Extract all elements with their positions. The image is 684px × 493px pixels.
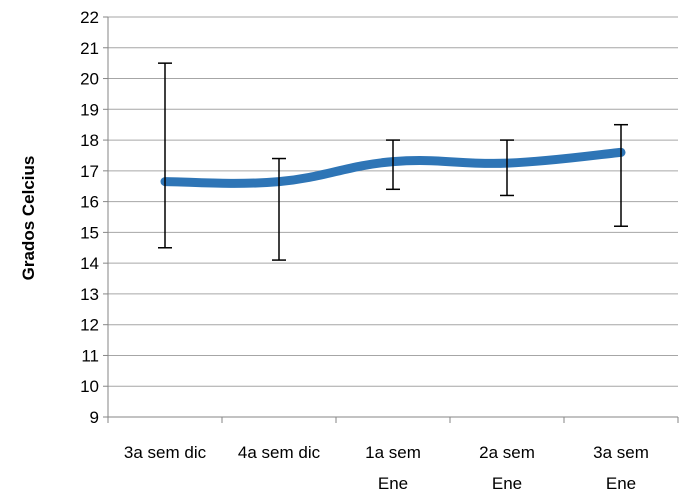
x-tick-label: Ene — [606, 474, 636, 493]
x-tick-label: 3a sem — [593, 443, 649, 462]
x-tick-label: Ene — [378, 474, 408, 493]
y-tick-label: 21 — [80, 39, 99, 58]
x-tick-label: 4a sem dic — [238, 443, 321, 462]
error-bar — [272, 157, 286, 261]
y-tick-label: 19 — [80, 100, 99, 119]
y-axis-label: Grados Celcius — [19, 156, 38, 281]
gridlines — [108, 16, 678, 387]
y-tick-label: 20 — [80, 70, 99, 89]
x-tick-label: Ene — [492, 474, 522, 493]
x-tick-label: 2a sem — [479, 443, 535, 462]
error-bar — [386, 139, 400, 191]
y-tick-label: 15 — [80, 223, 99, 242]
x-tick-label: 3a sem dic — [124, 443, 207, 462]
y-tick-label: 10 — [80, 377, 99, 396]
error-bar — [158, 62, 172, 249]
y-tick-label: 9 — [90, 408, 99, 427]
y-tick-label: 12 — [80, 316, 99, 335]
error-bar — [500, 139, 514, 197]
x-tick-labels: 3a sem dic 4a sem dic 1a sem Ene 2a sem Ene 3a… — [124, 443, 649, 493]
y-tick-label: 18 — [80, 131, 99, 150]
y-tick-label: 14 — [80, 254, 99, 273]
y-tick-labels: 9 10 11 12 13 14 15 16 17 18 19 20 21 22 — [80, 8, 99, 427]
axes — [103, 16, 679, 423]
y-tick-label: 17 — [80, 162, 99, 181]
y-tick-label: 11 — [81, 346, 99, 365]
x-tick-label: 1a sem — [365, 443, 421, 462]
error-bars — [158, 62, 628, 261]
y-tick-label: 16 — [80, 193, 99, 212]
y-tick-label: 13 — [80, 285, 99, 304]
y-tick-label: 22 — [80, 8, 99, 27]
error-bar — [614, 123, 628, 227]
